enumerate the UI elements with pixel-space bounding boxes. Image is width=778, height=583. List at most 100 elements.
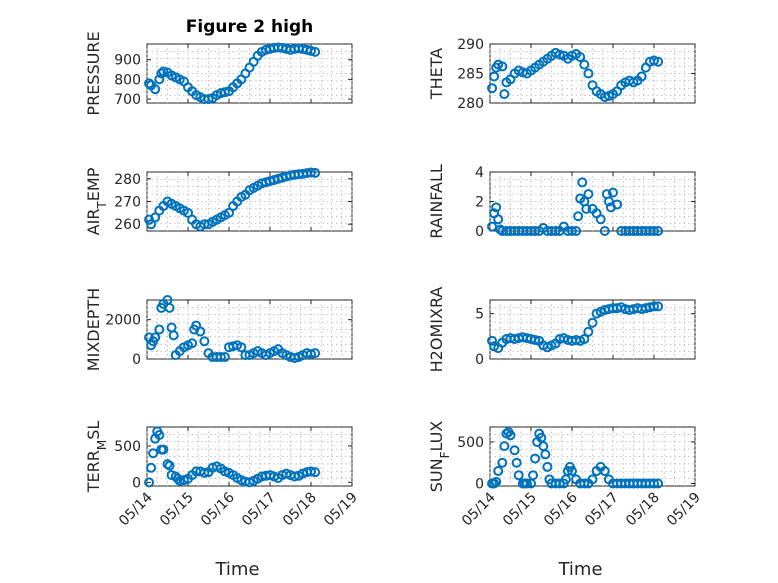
y-axis-label: PRESSURE: [84, 31, 103, 115]
y-tick-label: 280: [114, 172, 141, 188]
y-tick-label: 0: [475, 352, 484, 368]
data-point: [493, 466, 504, 477]
data-point: [528, 470, 539, 481]
series: [487, 47, 664, 103]
subplot-3: 260 270 280 AIRTEMP: [84, 167, 353, 235]
data-point: [172, 473, 183, 484]
data-point: [530, 453, 541, 464]
data-point: [636, 71, 647, 82]
data-point: [583, 68, 594, 79]
data-point: [571, 226, 582, 236]
y-tick-label: 700: [114, 92, 141, 108]
data-point: [144, 78, 155, 89]
data-point: [219, 352, 230, 363]
y-tick-label: 2: [475, 195, 484, 211]
x-axis-label: Time: [557, 559, 602, 580]
data-point: [587, 317, 598, 328]
data-point: [489, 71, 500, 82]
data-point: [306, 349, 316, 360]
data-point: [653, 301, 664, 312]
series: [487, 177, 664, 236]
grid: [146, 427, 353, 486]
y-tick-label: 260: [114, 217, 141, 233]
data-point: [148, 448, 159, 459]
data-point: [164, 460, 175, 471]
data-point: [215, 352, 226, 363]
series: [144, 42, 321, 105]
x-axis-label: Time: [214, 559, 259, 580]
y-tick-label: 5: [475, 307, 484, 323]
y-tick-label: 290: [457, 37, 484, 53]
y-tick-label: 280: [457, 96, 484, 112]
data-point: [187, 338, 198, 349]
data-point: [575, 51, 586, 62]
y-tick-label: 500: [457, 435, 484, 451]
y-axis-label: TERRMSL: [84, 421, 109, 494]
data-point: [513, 470, 524, 481]
data-point: [219, 87, 230, 98]
data-point: [603, 196, 614, 207]
data-point: [612, 199, 623, 210]
data-point: [509, 445, 520, 456]
data-point: [150, 84, 161, 95]
data-point: [542, 461, 553, 472]
data-point: [199, 467, 210, 478]
data-point: [608, 187, 618, 198]
data-point: [199, 336, 210, 347]
y-tick-label: 4: [475, 165, 484, 181]
data-point: [158, 444, 169, 455]
data-point: [150, 332, 161, 343]
subplot-1: 700 800 900 PRESSURE Figure 2 high: [84, 17, 353, 116]
data-point: [310, 46, 321, 57]
y-axis-label: MIXDEPTH: [84, 288, 103, 371]
data-point: [144, 477, 155, 488]
y-axis-label: H2OMIXRA: [427, 287, 446, 373]
data-point: [583, 189, 594, 200]
data-point: [306, 466, 316, 477]
data-point: [164, 302, 175, 313]
data-point: [203, 94, 214, 105]
data-point: [567, 226, 577, 236]
y-axis-label: SUNFLUX: [427, 421, 452, 493]
data-point: [540, 449, 551, 460]
data-point: [154, 430, 165, 441]
data-point: [505, 430, 516, 441]
chart-title: Figure 2 high: [186, 17, 314, 37]
y-tick-label: 500: [114, 439, 141, 455]
y-tick-label: 800: [114, 72, 141, 88]
y-tick-label: 0: [475, 477, 484, 493]
data-point: [530, 226, 541, 236]
y-axis-label: AIRTEMP: [84, 167, 109, 235]
data-point: [306, 45, 316, 56]
data-point: [573, 211, 584, 222]
data-point: [595, 214, 606, 225]
data-point: [577, 177, 588, 188]
grid: [489, 172, 696, 231]
y-tick-label: 285: [457, 67, 484, 83]
data-point: [653, 226, 664, 236]
y-tick-label: 0: [132, 352, 141, 368]
data-point: [497, 61, 508, 72]
data-point: [487, 335, 498, 346]
data-point: [493, 214, 504, 225]
grid: [146, 300, 353, 359]
data-point: [649, 226, 659, 236]
series: [144, 426, 321, 488]
data-point: [587, 474, 598, 485]
y-tick-label: 900: [114, 53, 141, 69]
grid: [146, 172, 353, 231]
data-point: [487, 83, 498, 94]
data-point: [146, 462, 157, 473]
data-point: [154, 74, 165, 85]
data-point: [567, 466, 577, 477]
data-point: [581, 203, 592, 214]
data-point: [310, 348, 321, 359]
data-point: [310, 467, 321, 478]
data-point: [491, 202, 502, 213]
subplot-6: 0 5 H2OMIXRA: [427, 287, 696, 373]
data-point: [289, 471, 300, 482]
data-point: [511, 457, 522, 468]
data-point: [653, 478, 664, 489]
